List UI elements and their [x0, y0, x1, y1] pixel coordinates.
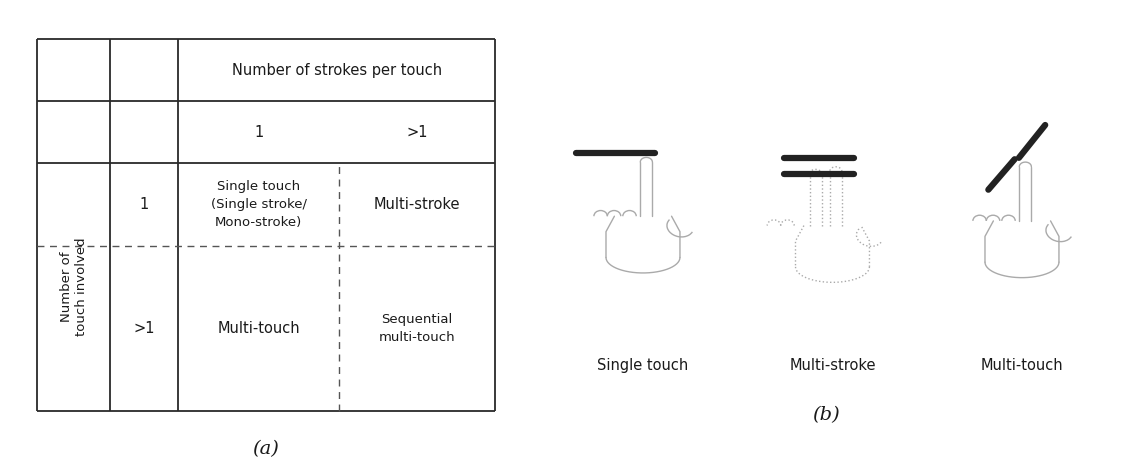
- Text: Number of strokes per touch: Number of strokes per touch: [232, 63, 441, 78]
- Text: Single touch
(Single stroke/
Mono-stroke): Single touch (Single stroke/ Mono-stroke…: [211, 180, 307, 229]
- Text: Multi-stroke: Multi-stroke: [789, 358, 876, 373]
- Text: Multi-touch: Multi-touch: [980, 358, 1063, 373]
- Text: Single touch: Single touch: [598, 358, 688, 373]
- Text: >1: >1: [406, 125, 428, 140]
- Text: >1: >1: [134, 321, 155, 336]
- Text: 1: 1: [254, 125, 264, 140]
- Text: (a): (a): [252, 440, 280, 458]
- Text: Multi-touch: Multi-touch: [217, 321, 300, 336]
- Text: Number of
touch involved: Number of touch involved: [60, 238, 88, 336]
- Text: (b): (b): [813, 406, 840, 424]
- Text: Sequential
multi-touch: Sequential multi-touch: [378, 313, 455, 344]
- Text: 1: 1: [139, 197, 149, 212]
- Text: Multi-stroke: Multi-stroke: [374, 197, 461, 212]
